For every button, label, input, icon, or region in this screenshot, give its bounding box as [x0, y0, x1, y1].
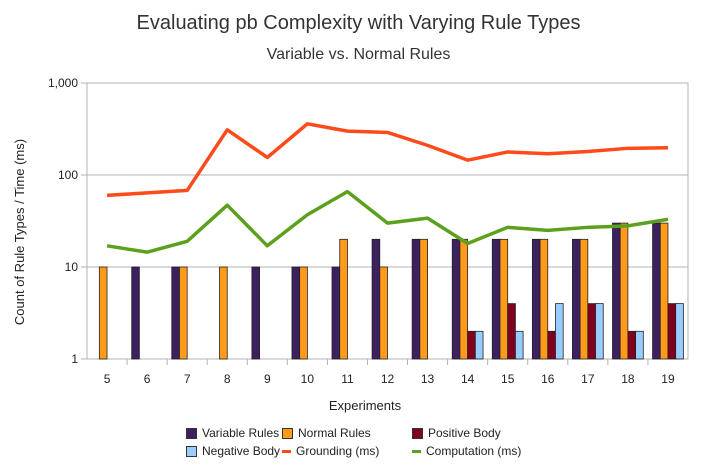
- bar-negative-body: [595, 303, 604, 360]
- legend-label: Negative Body: [202, 444, 281, 458]
- bar-variable-rules: [531, 238, 541, 360]
- x-tick-label: 10: [301, 372, 315, 386]
- x-tick-label: 13: [421, 372, 435, 386]
- legend-item: Positive Body: [412, 426, 501, 440]
- bar-variable-rules: [451, 238, 461, 360]
- legend-swatch: [412, 427, 423, 439]
- legend-swatch: [282, 427, 293, 439]
- y-axis-label: Count of Rule Types / Time (ms): [12, 139, 27, 325]
- x-tick-label: 12: [381, 372, 395, 386]
- bar-negative-body: [635, 330, 644, 360]
- chart-title: Evaluating pb Complexity with Varying Ru…: [136, 12, 581, 34]
- legend-swatch: [186, 445, 197, 457]
- x-tick-label: 19: [661, 372, 675, 386]
- legend-item: Normal Rules: [282, 426, 371, 440]
- x-tick-label: 9: [264, 372, 271, 386]
- tick-layer: 1 10 100 1,000 5 6 7 8 9 10 11 12 13 14 15 16 17 18 19: [48, 76, 675, 386]
- x-tick-label: 5: [104, 372, 111, 386]
- bar-variable-rules: [331, 266, 341, 360]
- bar-negative-body: [515, 330, 524, 360]
- bar-normal-rules: [619, 222, 629, 360]
- legend-label: Variable Rules: [202, 426, 280, 440]
- bar-negative-body: [675, 303, 684, 360]
- x-axis-label: Experiments: [329, 398, 402, 413]
- x-tick-label: 16: [541, 372, 555, 386]
- line-computation-ms: [106, 189, 669, 254]
- bar-normal-rules: [539, 238, 549, 360]
- x-tick-label: 8: [224, 372, 231, 386]
- bar-normal-rules: [98, 266, 108, 360]
- y-tick-label: 1,000: [48, 76, 78, 90]
- bar-normal-rules: [459, 238, 469, 360]
- bar-positive-body: [667, 303, 677, 360]
- legend-label: Grounding (ms): [296, 444, 380, 458]
- bar-layer: [98, 222, 684, 360]
- x-tick-label: 14: [461, 372, 475, 386]
- bar-negative-body: [474, 330, 484, 360]
- legend-swatch: [412, 449, 421, 453]
- bar-normal-rules: [579, 238, 589, 360]
- bar-normal-rules: [339, 238, 348, 360]
- bar-variable-rules: [572, 238, 581, 360]
- bar-variable-rules: [612, 222, 621, 360]
- bar-normal-rules: [299, 266, 308, 360]
- legend-label: Normal Rules: [298, 426, 371, 440]
- legend-item: Computation (ms): [412, 444, 521, 458]
- bar-normal-rules: [379, 266, 388, 360]
- bar-variable-rules: [131, 266, 140, 360]
- bar-positive-body: [627, 330, 637, 360]
- x-tick-label: 6: [144, 372, 151, 386]
- bar-negative-body: [555, 303, 564, 360]
- x-tick-label: 17: [581, 372, 595, 386]
- y-tick-label: 1: [71, 352, 78, 366]
- line-layer: [106, 122, 669, 254]
- bar-variable-rules: [251, 266, 260, 360]
- bar-variable-rules: [411, 238, 421, 360]
- bar-variable-rules: [171, 266, 180, 360]
- legend-item: Negative Body: [186, 444, 280, 458]
- bar-variable-rules: [371, 238, 381, 360]
- legend-label: Computation (ms): [426, 444, 522, 458]
- legend-item: Grounding (ms): [282, 444, 379, 458]
- legend-label: Positive Body: [428, 426, 501, 440]
- bar-normal-rules: [219, 266, 228, 360]
- bar-positive-body: [547, 330, 556, 360]
- bar-positive-body: [587, 303, 596, 360]
- x-tick-label: 7: [184, 372, 191, 386]
- bar-positive-body: [467, 330, 476, 360]
- x-tick-label: 18: [621, 372, 635, 386]
- legend-item: Variable Rules: [186, 426, 279, 440]
- legend-swatch: [282, 449, 291, 453]
- bar-normal-rules: [499, 238, 509, 360]
- y-tick-label: 100: [58, 168, 78, 182]
- bar-variable-rules: [291, 266, 301, 360]
- line-grounding-ms: [106, 122, 668, 198]
- bar-positive-body: [507, 303, 516, 360]
- x-tick-label: 15: [501, 372, 515, 386]
- x-tick-label: 11: [341, 372, 354, 386]
- bar-normal-rules: [659, 222, 669, 360]
- y-tick-label: 10: [65, 260, 79, 274]
- bar-normal-rules: [419, 238, 428, 360]
- chart-subtitle: Variable vs. Normal Rules: [266, 46, 451, 63]
- bar-normal-rules: [179, 266, 188, 360]
- bar-variable-rules: [491, 238, 501, 360]
- legend-swatch: [186, 427, 197, 439]
- bar-variable-rules: [652, 222, 661, 360]
